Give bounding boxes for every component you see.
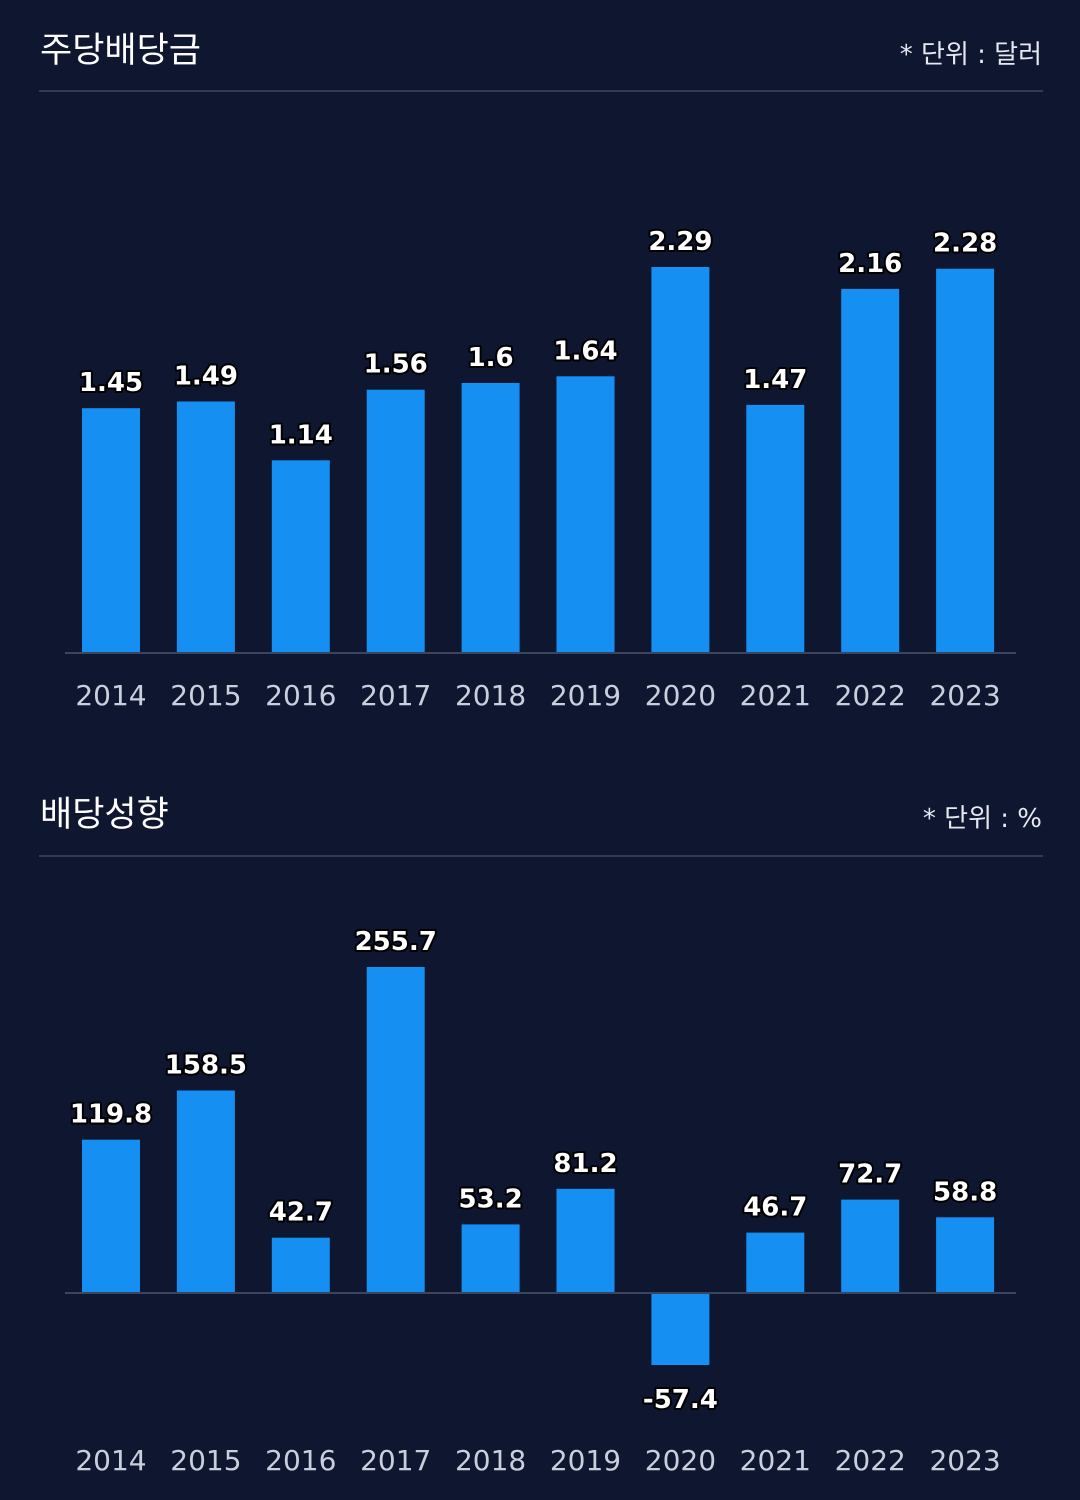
bar-2018	[461, 1224, 520, 1292]
value-label-2017: 255.7	[355, 927, 437, 957]
dividend-per-share-chart: 1.45 2014 1.49 2015 1.14 2016 1.56 2017 1.6 2018 1…	[65, 225, 1016, 712]
x-tick-label-2020: 2020	[645, 1444, 716, 1477]
value-label-2017: 1.56	[364, 350, 428, 380]
x-tick-label-2016: 2016	[265, 1444, 336, 1477]
bar-2015	[176, 1090, 235, 1292]
bar-2020	[651, 267, 710, 652]
x-tick-label-2022: 2022	[835, 679, 906, 712]
x-tick-label-2023: 2023	[929, 1444, 1000, 1477]
x-tick-label-2021: 2021	[740, 679, 811, 712]
bar-2018	[461, 383, 520, 652]
bar-2014	[82, 1139, 140, 1292]
x-tick-label-2018: 2018	[455, 679, 526, 712]
dividend-per-share-unit: * 단위 : 달러	[899, 40, 1042, 70]
value-label-2014: 119.8	[70, 1100, 152, 1130]
x-tick-label-2014: 2014	[75, 679, 146, 712]
bar-2014	[82, 408, 140, 652]
section-divider	[39, 90, 1043, 92]
payout-ratio-unit: * 단위 : %	[922, 804, 1042, 834]
bar-2017	[366, 967, 425, 1292]
x-tick-label-2020: 2020	[645, 679, 716, 712]
x-tick-label-2019: 2019	[550, 1444, 621, 1477]
value-label-2023: 58.8	[933, 1177, 997, 1207]
x-tick-label-2015: 2015	[170, 679, 241, 712]
bar-2020	[651, 1292, 710, 1365]
x-tick-label-2023: 2023	[929, 679, 1000, 712]
x-tick-label-2018: 2018	[455, 1444, 526, 1477]
value-label-2021: 1.47	[743, 365, 807, 395]
bar-2019	[556, 376, 615, 652]
bar-2022	[841, 288, 900, 652]
value-label-2022: 72.7	[838, 1160, 902, 1190]
bar-2016	[271, 1237, 330, 1292]
x-tick-label-2016: 2016	[265, 679, 336, 712]
x-tick-label-2017: 2017	[360, 1444, 431, 1477]
x-tick-label-2021: 2021	[740, 1444, 811, 1477]
value-label-2019: 81.2	[553, 1149, 617, 1179]
bar-2023	[936, 268, 995, 652]
value-label-2014: 1.45	[79, 368, 143, 398]
x-tick-label-2015: 2015	[170, 1444, 241, 1477]
value-label-2018: 53.2	[459, 1184, 523, 1214]
value-label-2015: 1.49	[174, 362, 238, 392]
dividend-per-share-title: 주당배당금	[40, 31, 202, 71]
bar-2021	[746, 1232, 805, 1292]
x-tick-label-2019: 2019	[550, 679, 621, 712]
x-tick-label-2022: 2022	[835, 1444, 906, 1477]
payout-ratio-title: 배당성향	[40, 795, 169, 835]
bar-2019	[556, 1188, 615, 1292]
x-tick-label-2014: 2014	[75, 1444, 146, 1477]
value-label-2015: 158.5	[165, 1051, 247, 1081]
value-label-2020: 2.29	[648, 227, 712, 257]
bar-2021	[746, 404, 805, 652]
bar-2023	[936, 1217, 995, 1292]
bar-2015	[176, 401, 235, 652]
value-label-2020: -57.4	[643, 1385, 718, 1415]
value-label-2022: 2.16	[838, 249, 902, 279]
value-label-2016: 42.7	[269, 1198, 333, 1228]
bar-2016	[271, 460, 330, 652]
section-divider	[39, 855, 1043, 857]
payout-ratio-chart: 119.8 2014 158.5 2015 42.7 2016 255.7 2017 53.2 2…	[65, 925, 1016, 1477]
value-label-2016: 1.14	[269, 420, 333, 450]
bar-2022	[841, 1199, 900, 1292]
value-label-2019: 1.64	[553, 336, 617, 366]
x-tick-label-2017: 2017	[360, 679, 431, 712]
bar-2017	[366, 389, 425, 652]
value-label-2018: 1.6	[468, 343, 514, 373]
value-label-2021: 46.7	[743, 1193, 807, 1223]
value-label-2023: 2.28	[933, 229, 997, 259]
